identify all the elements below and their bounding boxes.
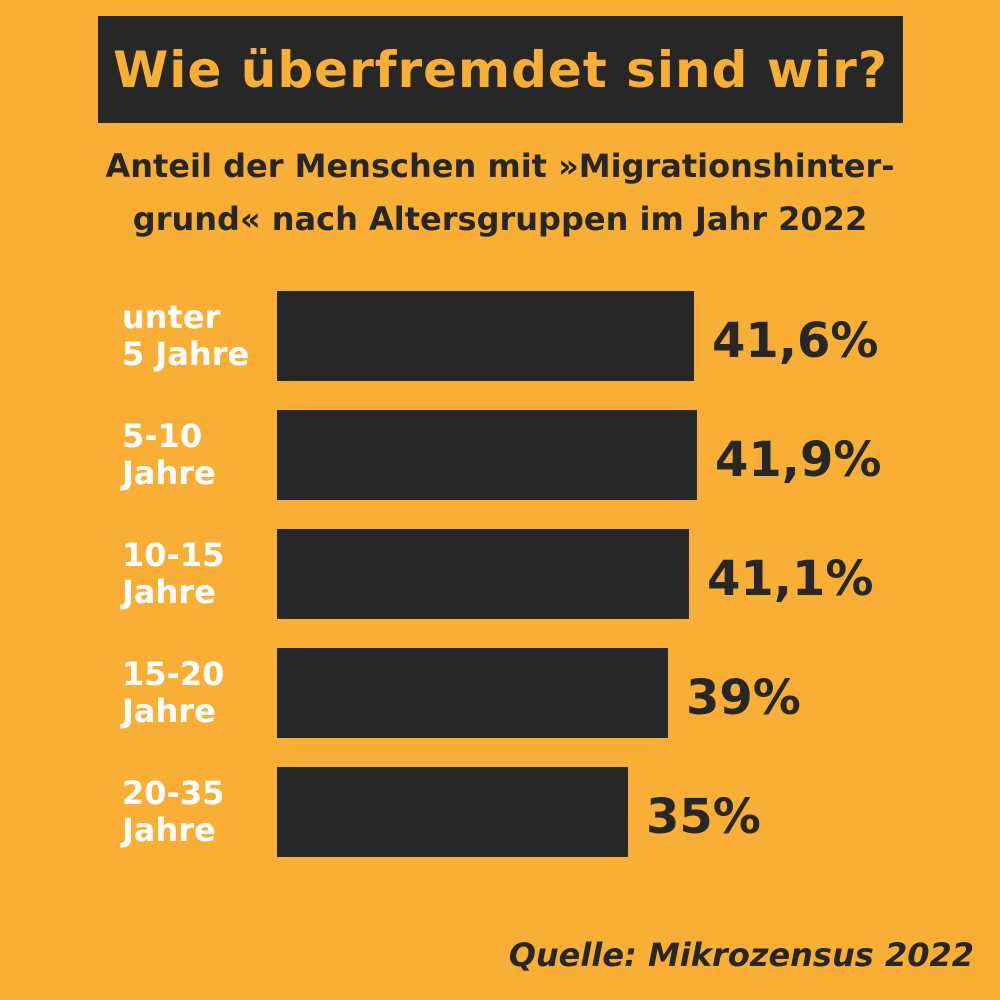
bar bbox=[277, 648, 668, 738]
chart-title: Wie überfremdet sind wir? bbox=[113, 40, 888, 99]
category-label-line: unter bbox=[122, 298, 221, 336]
source-note: Quelle: Mikrozensus 2022 bbox=[508, 936, 974, 974]
bar bbox=[277, 529, 689, 619]
category-label-line: 20-35 bbox=[122, 774, 225, 812]
category-label-line: 15-20 bbox=[122, 655, 225, 693]
category-label: 5-10 Jahre bbox=[122, 418, 216, 492]
value-label: 39% bbox=[686, 670, 801, 726]
bar bbox=[277, 767, 628, 857]
value-label: 41,6% bbox=[712, 313, 879, 369]
category-label-line: Jahre bbox=[122, 454, 216, 492]
value-label: 35% bbox=[646, 789, 761, 845]
subtitle-line-2: grund« nach Altersgruppen im Jahr 2022 bbox=[132, 200, 868, 238]
category-label-line: Jahre bbox=[122, 811, 216, 849]
title-box: Wie überfremdet sind wir? bbox=[98, 16, 903, 123]
category-label: unter 5 Jahre bbox=[122, 299, 249, 373]
bar bbox=[277, 291, 694, 381]
category-label: 20-35 Jahre bbox=[122, 775, 224, 849]
subtitle-line-1: Anteil der Menschen mit »Migrationshinte… bbox=[105, 147, 895, 185]
chart-subtitle: Anteil der Menschen mit »Migrationshinte… bbox=[0, 140, 1000, 246]
bar bbox=[277, 410, 697, 500]
category-label: 10-15 Jahre bbox=[122, 537, 224, 611]
category-label-line: Jahre bbox=[122, 573, 216, 611]
category-label-line: 10-15 bbox=[122, 536, 225, 574]
value-label: 41,9% bbox=[715, 432, 882, 488]
category-label-line: Jahre bbox=[122, 692, 216, 730]
value-label: 41,1% bbox=[707, 551, 874, 607]
category-label: 15-20 Jahre bbox=[122, 656, 224, 730]
category-label-line: 5-10 bbox=[122, 417, 203, 455]
category-label-line: 5 Jahre bbox=[122, 335, 250, 373]
